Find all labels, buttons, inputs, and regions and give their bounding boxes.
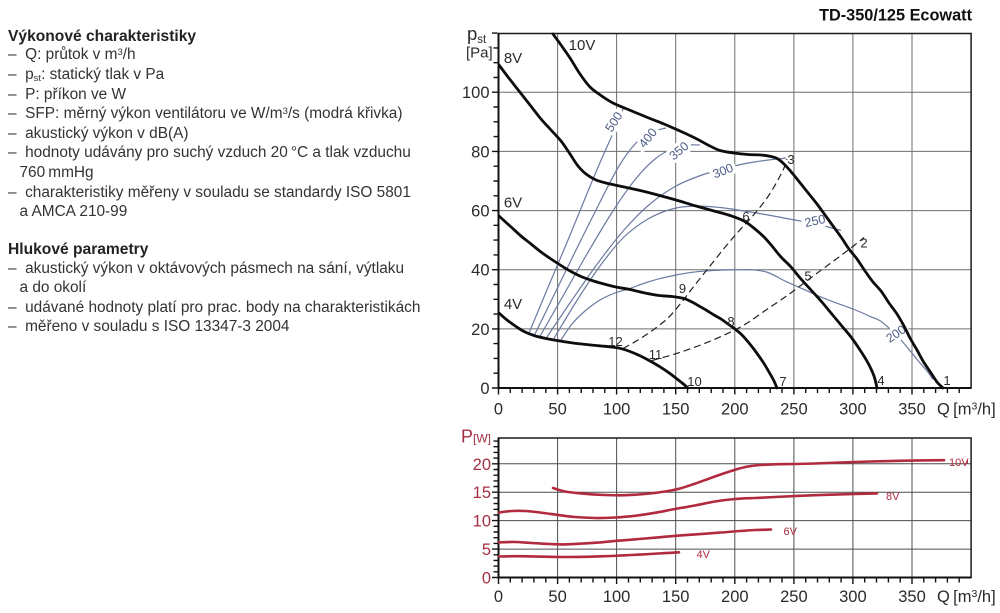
svg-text:40: 40	[471, 262, 489, 280]
svg-text:15: 15	[473, 484, 491, 502]
svg-text:400: 400	[636, 125, 660, 150]
svg-text:150: 150	[662, 588, 690, 606]
svg-text:4: 4	[877, 373, 884, 388]
svg-text:150: 150	[662, 401, 690, 419]
svg-text:1: 1	[943, 373, 950, 388]
svg-text:250: 250	[780, 401, 808, 419]
svg-text:6V: 6V	[504, 195, 522, 212]
svg-text:2: 2	[860, 236, 867, 251]
svg-text:0: 0	[494, 588, 503, 606]
svg-text:200: 200	[721, 401, 749, 419]
svg-text:60: 60	[471, 203, 489, 221]
svg-text:20: 20	[471, 321, 489, 339]
svg-text:6V: 6V	[784, 526, 798, 538]
svg-text:20: 20	[473, 456, 491, 474]
svg-text:10: 10	[687, 374, 701, 389]
svg-text:100: 100	[603, 401, 631, 419]
svg-text:TD-350/125 Ecowatt: TD-350/125 Ecowatt	[819, 7, 973, 25]
svg-text:50: 50	[548, 401, 566, 419]
svg-text:500: 500	[602, 109, 625, 134]
svg-text:12: 12	[608, 334, 622, 349]
svg-text:200: 200	[721, 588, 749, 606]
svg-text:350: 350	[898, 401, 926, 419]
svg-text:350: 350	[898, 588, 926, 606]
svg-text:9: 9	[679, 281, 686, 296]
svg-text:8: 8	[727, 314, 734, 329]
svg-text:4V: 4V	[697, 549, 711, 561]
svg-text:10: 10	[473, 513, 491, 531]
svg-text:50: 50	[548, 588, 566, 606]
svg-text:300: 300	[839, 401, 867, 419]
svg-text:5: 5	[482, 541, 491, 559]
svg-text:0: 0	[480, 380, 489, 398]
svg-text:7: 7	[779, 374, 786, 389]
svg-text:P[W]: P[W]	[461, 427, 491, 447]
svg-text:100: 100	[603, 588, 631, 606]
svg-text:0: 0	[482, 570, 491, 588]
svg-text:11: 11	[649, 347, 663, 362]
svg-text:10V: 10V	[949, 457, 969, 469]
svg-text:Q [m3/h]: Q [m3/h]	[937, 401, 996, 419]
svg-text:10V: 10V	[569, 37, 596, 54]
svg-text:8V: 8V	[504, 50, 522, 67]
svg-text:pst: pst	[467, 23, 487, 46]
svg-text:100: 100	[462, 84, 490, 102]
svg-text:350: 350	[667, 139, 692, 163]
svg-text:300: 300	[711, 161, 736, 182]
svg-text:4V: 4V	[504, 296, 522, 313]
svg-text:3: 3	[787, 152, 794, 167]
svg-text:250: 250	[780, 588, 808, 606]
svg-text:5: 5	[804, 269, 811, 284]
svg-text:[Pa]: [Pa]	[466, 45, 493, 62]
svg-text:8V: 8V	[886, 491, 900, 503]
svg-text:300: 300	[839, 588, 867, 606]
svg-text:0: 0	[494, 401, 503, 419]
svg-text:80: 80	[471, 143, 489, 161]
svg-text:6: 6	[742, 209, 749, 224]
svg-text:Q [m3/h]: Q [m3/h]	[937, 588, 996, 606]
